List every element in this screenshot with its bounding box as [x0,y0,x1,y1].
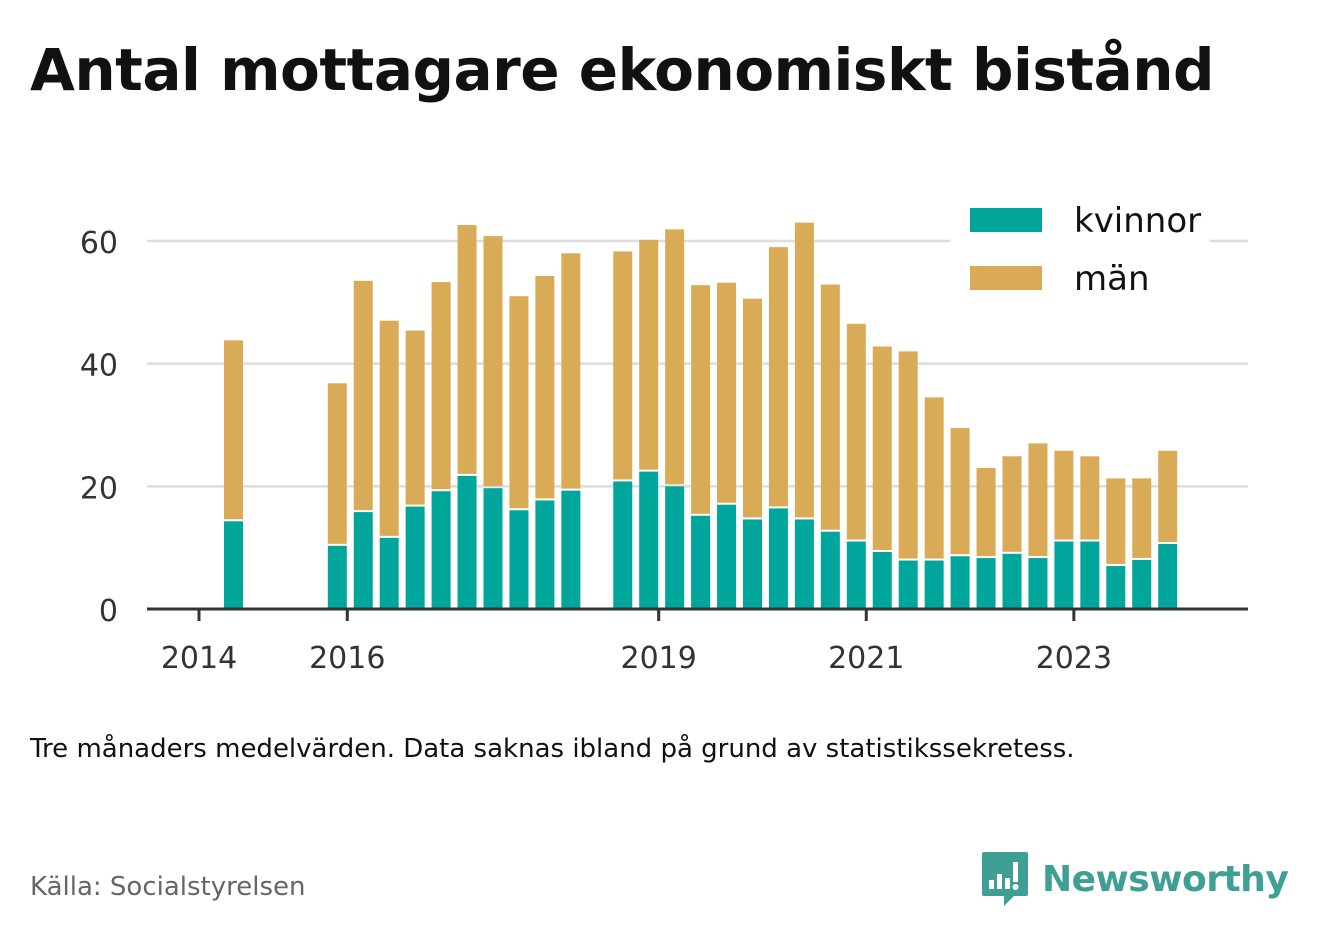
bar-man [483,236,503,487]
bar-man [794,222,814,518]
bar-man [717,282,737,503]
bar-man [535,275,555,499]
x-tick-label: 2021 [828,641,904,676]
chart-title: Antal mottagare ekonomiskt bistånd [30,36,1215,104]
bar-kvinnor [976,558,996,609]
bar-man [665,229,685,485]
bar-man [1158,450,1178,542]
bar-kvinnor [950,556,970,609]
y-tick-label: 60 [80,226,118,261]
bar-man [1106,478,1126,565]
bar-man [820,284,840,530]
bar-kvinnor [691,515,711,609]
bar-man [1132,478,1152,558]
bar-man [1002,456,1022,552]
brand-name: Newsworthy [1042,858,1289,900]
source-credit: Källa: Socialstyrelsen [30,872,306,902]
bar-kvinnor [535,500,555,609]
bar-man [924,397,944,559]
x-tick-label: 2023 [1036,641,1112,676]
y-tick-label: 20 [80,471,118,506]
bar-kvinnor [509,510,529,609]
bars [224,222,1178,609]
bar-kvinnor [353,512,373,609]
bar-kvinnor [1002,553,1022,609]
bar-kvinnor [405,506,425,609]
legend-swatch-man [970,266,1042,290]
chart-note: Tre månaders medelvärden. Data saknas ib… [30,734,1075,764]
bar-kvinnor [898,560,918,609]
bar-man [1054,450,1074,540]
bar-kvinnor [1028,558,1048,609]
bar-kvinnor [768,508,788,609]
bar-man [768,247,788,507]
bar-man [743,298,762,518]
bar-kvinnor [457,475,477,609]
bar-man [379,320,399,536]
bar-kvinnor [483,488,503,609]
bar-man [613,251,633,480]
bar-man [1080,456,1100,540]
bar-kvinnor [1106,566,1126,609]
bar-kvinnor [743,519,762,609]
bar-kvinnor [846,541,866,609]
axes: 0 20 40 60 2014 2016 2019 2021 2023 [80,226,1248,676]
bar-kvinnor [639,471,659,609]
legend: kvinnor män [950,196,1210,306]
x-tick-label: 2019 [620,641,696,676]
newsworthy-logo-icon [982,852,1028,906]
bar-man [976,467,996,557]
bar-man [327,383,347,544]
bar-man [950,428,970,555]
stacked-bar-chart: 0 20 40 60 2014 2016 2019 2021 2023 kvinnor män [79,196,1248,676]
bar-man [691,285,711,514]
bar-man [561,253,581,489]
bar-man [224,340,243,520]
bar-kvinnor [1158,543,1178,609]
x-tick-label: 2014 [161,641,237,676]
bar-man [509,296,529,509]
bar-man [639,239,659,470]
bar-kvinnor [820,531,840,609]
legend-label: kvinnor [1074,201,1201,241]
legend-label: män [1074,259,1150,299]
bar-man [353,280,373,511]
bar-kvinnor [1054,541,1074,609]
bar-kvinnor [794,519,814,609]
bar-man [405,330,425,505]
bar-kvinnor [1080,541,1100,609]
bar-man [898,351,918,559]
bar-kvinnor [613,481,633,609]
bar-kvinnor [665,486,685,609]
y-tick-label: 0 [99,594,118,629]
bar-kvinnor [327,545,347,609]
bar-man [431,282,451,490]
bar-kvinnor [431,491,451,609]
x-tick-label: 2016 [309,641,385,676]
bar-kvinnor [561,490,581,609]
bar-man [457,225,477,474]
legend-swatch-kvinnor [970,208,1042,232]
bar-kvinnor [1132,559,1152,609]
y-tick-label: 40 [80,349,118,384]
bar-kvinnor [379,537,399,609]
bar-man [1028,443,1048,557]
bar-man [846,323,866,540]
bar-kvinnor [224,521,243,609]
brand-logo: Newsworthy [980,850,1289,908]
bar-kvinnor [717,504,737,609]
bar-kvinnor [924,560,944,609]
bar-man [872,346,892,550]
bar-kvinnor [872,551,892,609]
